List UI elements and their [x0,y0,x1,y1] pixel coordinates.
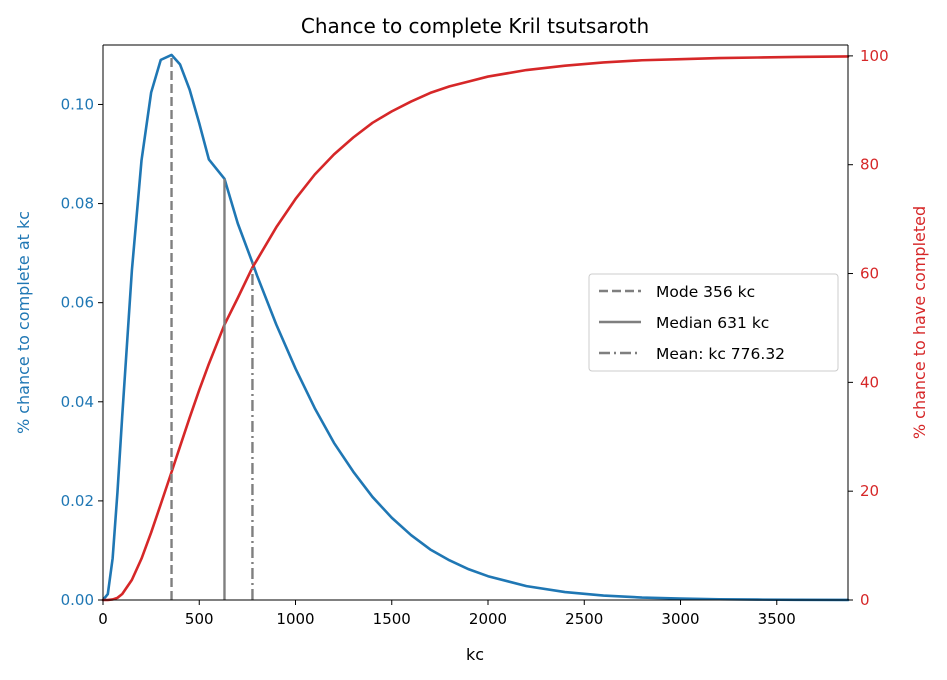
x-tick-label: 2000 [469,610,507,628]
series-line-cdf [101,55,850,602]
x-tick-label: 500 [185,610,214,628]
y-right-tick-label: 80 [860,156,879,174]
legend: Mode 356 kc Median 631 kc Mean: kc 776.32 [588,273,839,372]
plot-area: 0 500 1000 1500 2000 2500 3000 35000.000.020.04… [61,44,889,628]
x-tick-label: 2500 [565,610,603,628]
y-right-tick-label: 100 [860,47,889,65]
y-left-axis-title: % chance to complete at kc [14,211,33,434]
legend-label-median: Median 631 kc [656,314,769,332]
y-left-tick-label: 0.08 [61,195,94,213]
y-right-tick-label: 0 [860,591,870,609]
legend-box [588,273,839,372]
x-tick-label: 3000 [661,610,699,628]
y-right-axis-title: % chance to have completed [910,206,929,439]
y-left-tick-label: 0.04 [61,393,94,411]
x-tick-label: 3500 [758,610,796,628]
x-tick-label: 1000 [276,610,314,628]
legend-label-mode: Mode 356 kc [656,283,755,301]
chart-title: Chance to complete Kril tsutsaroth [301,14,649,38]
x-tick-label: 1500 [373,610,411,628]
y-left-tick-label: 0.10 [61,95,94,113]
legend-label-mean: Mean: kc 776.32 [656,345,785,363]
x-axis-title: kc [466,645,484,664]
y-right-tick-label: 40 [860,373,879,391]
y-left-tick-label: 0.02 [61,492,94,510]
x-tick-label: 0 [98,610,108,628]
y-left-tick-label: 0.00 [61,591,94,609]
y-right-tick-label: 20 [860,482,879,500]
series-line-pmf [101,53,850,602]
y-right-tick-label: 60 [860,265,879,283]
y-left-tick-label: 0.06 [61,294,94,312]
